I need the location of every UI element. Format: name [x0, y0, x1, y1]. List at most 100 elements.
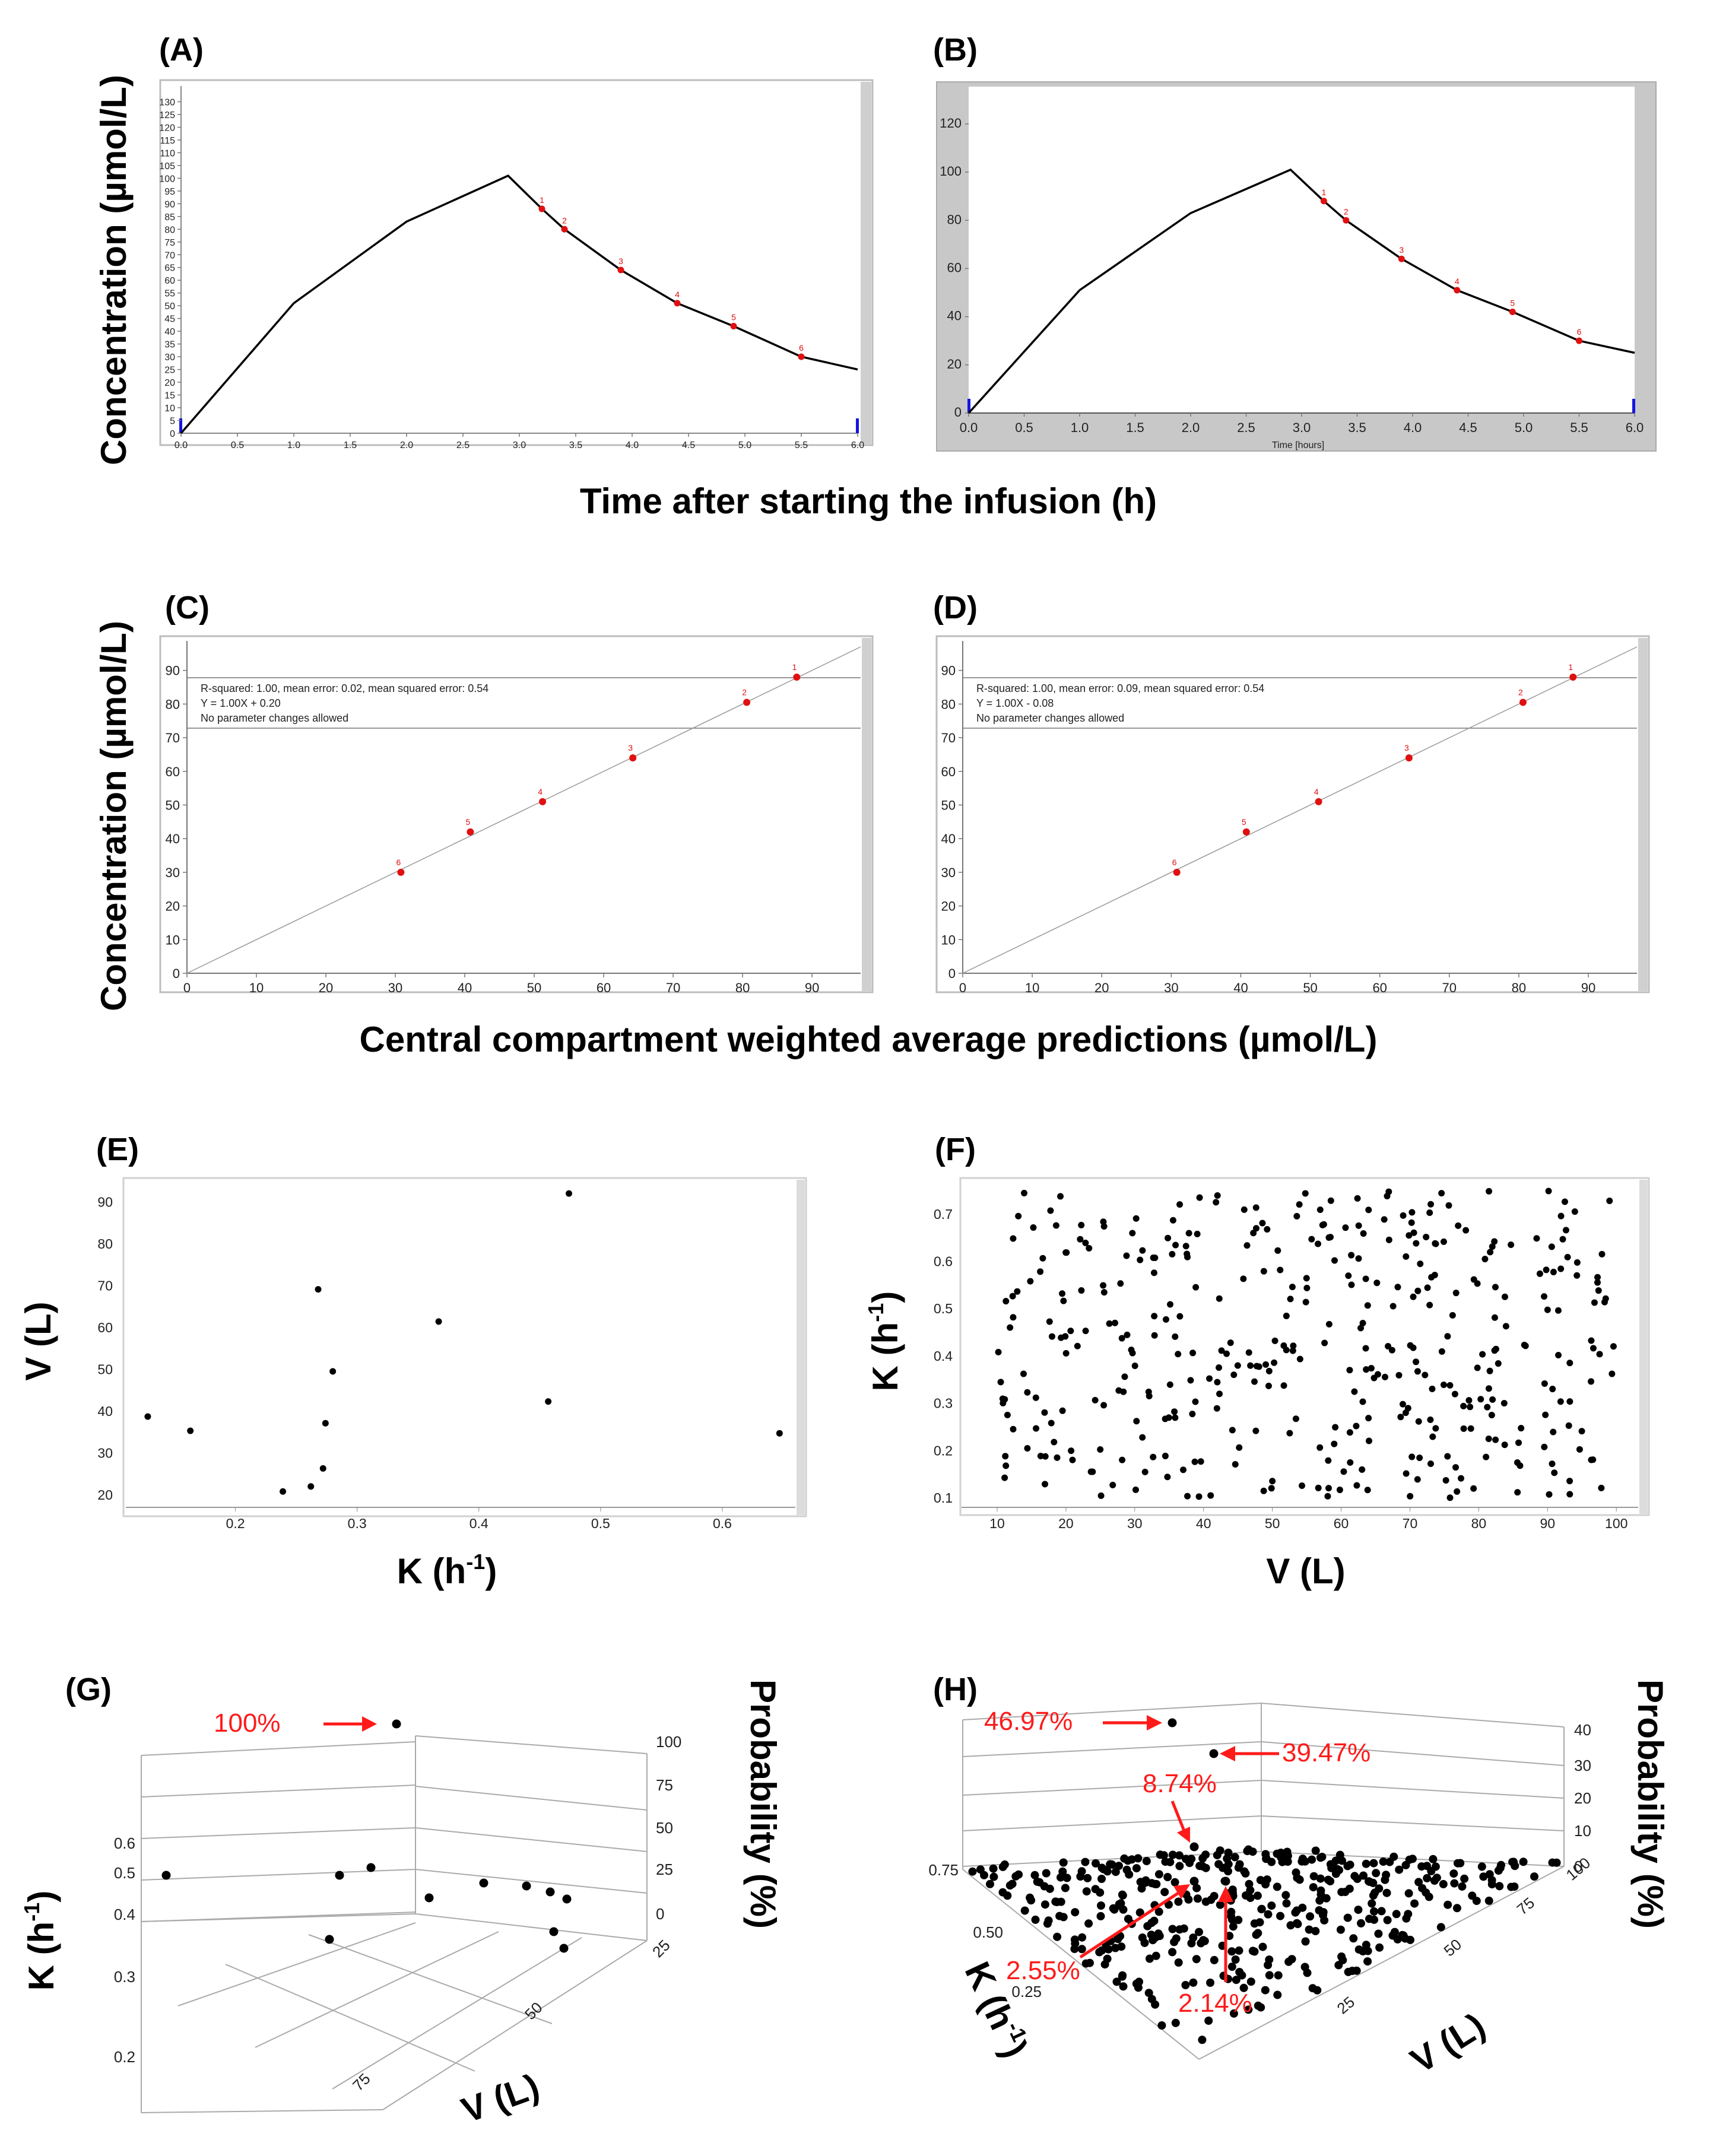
data-point: [435, 1318, 442, 1325]
data-point: [1381, 1216, 1388, 1223]
data-point: [1151, 1313, 1158, 1320]
data-point: [1346, 1429, 1353, 1436]
ytick-label: 40: [166, 831, 180, 846]
data-point: [1442, 1477, 1449, 1484]
data-point: [1296, 1355, 1303, 1363]
data-point: [1092, 1396, 1099, 1404]
data-point: [1548, 1858, 1557, 1867]
data-point: [1150, 1879, 1159, 1888]
data-point: [1383, 1916, 1392, 1925]
arrowhead-39-47: [1220, 1746, 1235, 1761]
data-point: [1315, 1906, 1324, 1914]
data-point: [1375, 1943, 1384, 1952]
annotations-h: 46.97% 39.47% 8.74% 2.55% 2.14%: [984, 1707, 1370, 2018]
data-point: [1588, 1456, 1595, 1463]
data-point: [1097, 1875, 1106, 1883]
data-point: [1024, 1389, 1031, 1396]
data-point: [1348, 1252, 1355, 1259]
data-point: [1408, 1219, 1415, 1226]
data-point: [1598, 1250, 1606, 1258]
panel-e: (E) 0.2 0.3 0.4 0.5 0.6 20 30 40 50 60 70 80 90 K (h…: [18, 1132, 807, 1591]
data-point: [1287, 1295, 1294, 1303]
data-point: [1277, 1853, 1286, 1862]
fit-point: [1405, 754, 1413, 762]
xtick-label: 90: [1540, 1516, 1556, 1531]
data-point: [1123, 1252, 1130, 1259]
data-point: [315, 1286, 322, 1293]
data-point: [1213, 1851, 1222, 1860]
data-point: [1555, 1352, 1562, 1359]
data-point: [1565, 1422, 1572, 1429]
ytick-label: 100: [940, 164, 962, 179]
data-point: [1033, 1877, 1042, 1886]
data-point: [1257, 1904, 1266, 1913]
data-point: [1124, 1914, 1132, 1923]
arrow-8-74: [1170, 1801, 1186, 1831]
data-point: [1231, 1955, 1240, 1964]
data-point: [1573, 1272, 1581, 1279]
data-point: [1481, 1256, 1489, 1263]
data-point: [1429, 1855, 1438, 1863]
data-point: [1010, 1314, 1017, 1321]
data-point: [1381, 1373, 1388, 1380]
ytick-label: 10: [166, 932, 180, 947]
data-point: [1245, 1879, 1254, 1888]
point-label: 3: [1404, 743, 1409, 752]
data-point: [1005, 1881, 1014, 1890]
data-point: [1374, 1929, 1383, 1938]
data-point: [1054, 1454, 1061, 1461]
data-point: [1084, 1919, 1093, 1928]
point-label: 1: [540, 195, 544, 205]
data-point: [1467, 1425, 1474, 1432]
data-point: [1108, 1860, 1116, 1869]
data-point: [1047, 1207, 1054, 1214]
data-point: [1487, 1249, 1494, 1256]
ytick-label: 50: [166, 798, 180, 812]
point-label: 6: [799, 343, 804, 353]
data-point: [1397, 1414, 1404, 1421]
ktick-label: 0.50: [973, 1923, 1003, 1941]
data-point: [1133, 1418, 1140, 1425]
data-point: [1557, 1212, 1565, 1220]
data-point: [1374, 1371, 1381, 1378]
data-point: [1120, 1388, 1127, 1395]
data-point: [1562, 1227, 1569, 1234]
point-label: 5: [731, 313, 736, 322]
data-point: [1365, 1437, 1372, 1444]
data-point: [1184, 1250, 1191, 1258]
vtick-label: 50: [1441, 1935, 1465, 1960]
data-point: [1010, 1235, 1017, 1242]
data-point: [1181, 1981, 1190, 1989]
vtick-label: 25: [649, 1936, 674, 1961]
data-point: [1267, 1901, 1276, 1910]
data-point: [1363, 1366, 1370, 1373]
xtick-label: 80: [735, 980, 750, 995]
data-point: [1590, 1345, 1597, 1352]
observed-point: [798, 353, 805, 360]
xtick-label: 30: [1127, 1516, 1143, 1531]
plot-frame-f: [959, 1177, 1650, 1516]
ytick-label: 100: [159, 174, 175, 184]
data-point: [1414, 1476, 1421, 1483]
data-point: [1303, 1968, 1312, 1977]
stats-line-1-d: R-squared: 1.00, mean error: 0.09, mean …: [976, 682, 1264, 694]
ytick-label: 95: [164, 187, 175, 197]
data-point: [1394, 1284, 1401, 1291]
gray-margin-e: [797, 1180, 805, 1515]
data-point: [1192, 1884, 1201, 1893]
data-point: [1566, 1398, 1573, 1405]
data-point: [1393, 1935, 1402, 1944]
data-point: [1489, 1396, 1496, 1403]
fit-point: [1569, 674, 1577, 681]
stats-line-1-c: R-squared: 1.00, mean error: 0.02, mean …: [201, 682, 488, 694]
data-point: [1100, 1960, 1109, 1969]
data-point: [1362, 1345, 1369, 1352]
data-point: [1174, 1958, 1183, 1967]
data-point: [1097, 1901, 1105, 1910]
data-point: [1132, 1215, 1140, 1222]
data-point: [1299, 1482, 1306, 1489]
fit-point: [1519, 698, 1527, 706]
data-point: [1204, 2017, 1213, 2025]
xlabel-e: K (h-1): [397, 1549, 497, 1591]
data-point: [1002, 1298, 1010, 1305]
